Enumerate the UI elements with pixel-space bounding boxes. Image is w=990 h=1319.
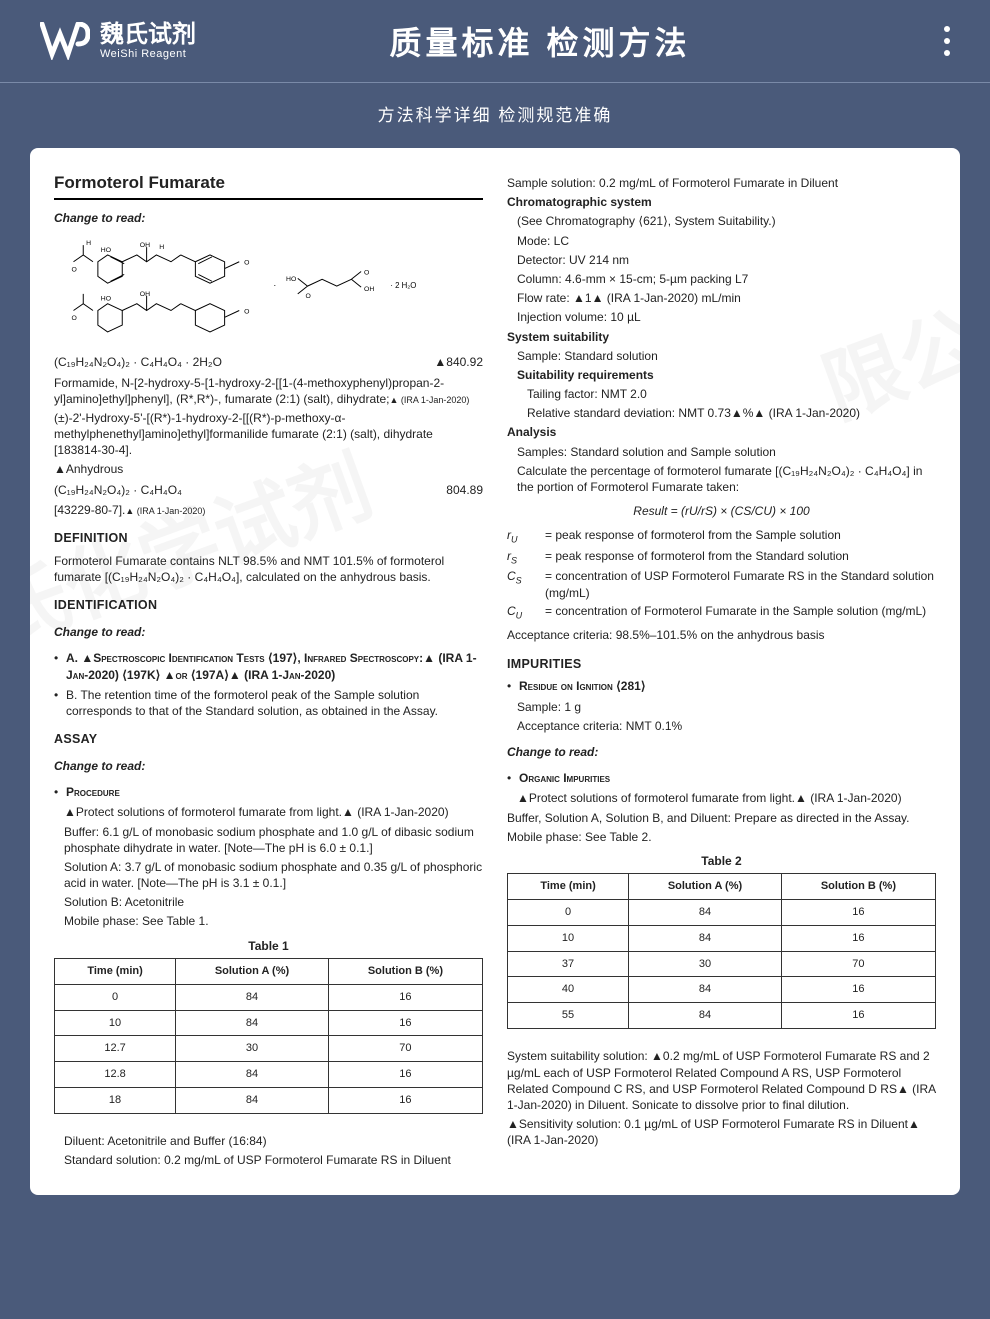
column: Column: 4.6-mm × 15-cm; 5-µm packing L7 [507, 271, 936, 287]
imp-protect: ▲Protect solutions of formoterol fumarat… [507, 790, 936, 806]
chrom-see: (See Chromatography ⟨621⟩, System Suitab… [507, 213, 936, 229]
roi-sample: Sample: 1 g [507, 699, 936, 715]
svg-text:H: H [86, 240, 91, 247]
cas-2: [43229-80-7].▲ (IRA 1-Jan-2020) [54, 502, 483, 518]
rsd: Relative standard deviation: NMT 0.73▲%▲… [507, 405, 936, 421]
ctr-2: Change to read: [54, 624, 483, 640]
svg-text:O: O [72, 267, 77, 274]
definition-h: DEFINITION [54, 530, 483, 547]
page-title: 质量标准 检测方法 [136, 18, 944, 64]
col-right: Sample solution: 0.2 mg/mL of Formoterol… [507, 172, 936, 1171]
header: 魏氏试剂 WeiShi Reagent 质量标准 检测方法 [0, 0, 990, 83]
var-defs: rU= peak response of formoterol from the… [507, 527, 936, 621]
ctr-4: Change to read: [507, 744, 936, 760]
sys-suit: System suitability [507, 329, 936, 345]
ana-samples: Samples: Standard solution and Sample so… [507, 444, 936, 460]
sample-sol: Sample solution: 0.2 mg/mL of Formoterol… [507, 175, 936, 191]
impurities-h: IMPURITIES [507, 656, 936, 673]
table-2: Time (min)Solution A (%)Solution B (%) 0… [507, 873, 936, 1029]
anhydrous: ▲Anhydrous [54, 461, 483, 477]
assay-h: ASSAY [54, 731, 483, 748]
imp-mobile: Mobile phase: See Table 2. [507, 829, 936, 845]
sys-sample: Sample: Standard solution [507, 348, 936, 364]
analysis: Analysis [507, 424, 936, 440]
mobile: Mobile phase: See Table 1. [54, 913, 483, 929]
protect: ▲Protect solutions of formoterol fumarat… [54, 804, 483, 820]
table1-cap: Table 1 [54, 938, 483, 954]
change-to-read: Change to read: [54, 210, 483, 226]
roi: Residue on Ignition ⟨281⟩ [507, 678, 936, 694]
flow: Flow rate: ▲1▲ (IRA 1-Jan-2020) mL/min [507, 290, 936, 306]
menu-dots-icon[interactable] [944, 26, 950, 56]
tailing: Tailing factor: NMT 2.0 [507, 386, 936, 402]
chrom-sys: Chromatographic system [507, 194, 936, 210]
definition-text: Formoterol Fumarate contains NLT 98.5% a… [54, 553, 483, 585]
molecule-diagram: OHHOOHHO OHOOHO HOOOHO ·· 2 H₂O [54, 236, 483, 346]
identification-h: IDENTIFICATION [54, 597, 483, 614]
roi-acc: Acceptance criteria: NMT 0.1% [507, 718, 936, 734]
svg-text:O: O [306, 293, 311, 300]
svg-text:HO: HO [286, 276, 296, 283]
table2-cap: Table 2 [507, 853, 936, 869]
std-sol: Standard solution: 0.2 mg/mL of USP Form… [54, 1152, 483, 1168]
formula-2: (C₁₉H₂₄N₂O₄)₂ · C₄H₄O₄804.89 [54, 482, 483, 498]
svg-text:O: O [244, 309, 249, 316]
svg-text:O: O [244, 260, 249, 267]
chem-name-2: (±)-2'-Hydroxy-5'-[(R*)-1-hydroxy-2-[[(R… [54, 410, 483, 459]
subtitle: 方法科学详细 检测规范准确 [0, 83, 990, 148]
sss: System suitability solution: ▲0.2 mg/mL … [507, 1048, 936, 1113]
svg-text:O: O [72, 315, 77, 322]
imp-prep: Buffer, Solution A, Solution B, and Dilu… [507, 810, 936, 826]
logo-icon [40, 22, 90, 60]
col-left: Formoterol Fumarate Change to read: OHHO… [54, 172, 483, 1171]
suit-req: Suitability requirements [507, 367, 936, 383]
id-b: B. The retention time of the formoterol … [54, 687, 483, 719]
diluent: Diluent: Acetonitrile and Buffer (16:84) [54, 1133, 483, 1149]
svg-text:·: · [273, 280, 276, 290]
ctr-3: Change to read: [54, 758, 483, 774]
svg-text:· 2 H₂O: · 2 H₂O [390, 281, 416, 290]
svg-text:HO: HO [101, 247, 111, 254]
sens: ▲Sensitivity solution: 0.1 µg/mL of USP … [507, 1116, 936, 1148]
table-1: Time (min)Solution A (%)Solution B (%) 0… [54, 958, 483, 1114]
svg-text:H: H [159, 244, 164, 251]
sol-b: Solution B: Acetonitrile [54, 894, 483, 910]
doc-title: Formoterol Fumarate [54, 172, 483, 200]
calc: Calculate the percentage of formoterol f… [507, 463, 936, 495]
svg-text:HO: HO [101, 296, 111, 303]
org-imp: Organic Impurities [507, 770, 936, 786]
svg-text:OH: OH [364, 286, 374, 293]
svg-text:OH: OH [140, 291, 150, 298]
acc-crit: Acceptance criteria: 98.5%–101.5% on the… [507, 627, 936, 643]
buffer: Buffer: 6.1 g/L of monobasic sodium phos… [54, 824, 483, 856]
mode: Mode: LC [507, 233, 936, 249]
chem-name-1: Formamide, N-[2-hydroxy-5-[1-hydroxy-2-[… [54, 375, 483, 407]
svg-text:O: O [364, 270, 369, 277]
detector: Detector: UV 214 nm [507, 252, 936, 268]
formula-1: (C₁₉H₂₄N₂O₄)₂ · C₄H₄O₄ · 2H₂O▲840.92 [54, 354, 483, 370]
procedure: Procedure [54, 784, 483, 800]
document: 氏化学试剂 限公司 Formoterol Fumarate Change to … [30, 148, 960, 1195]
svg-text:OH: OH [140, 242, 150, 249]
sol-a: Solution A: 3.7 g/L of monobasic sodium … [54, 859, 483, 891]
id-a: A. ▲Spectroscopic Identification Tests ⟨… [54, 650, 483, 682]
equation: Result = (rU/rS) × (CS/CU) × 100 [507, 503, 936, 519]
inj-vol: Injection volume: 10 µL [507, 309, 936, 325]
